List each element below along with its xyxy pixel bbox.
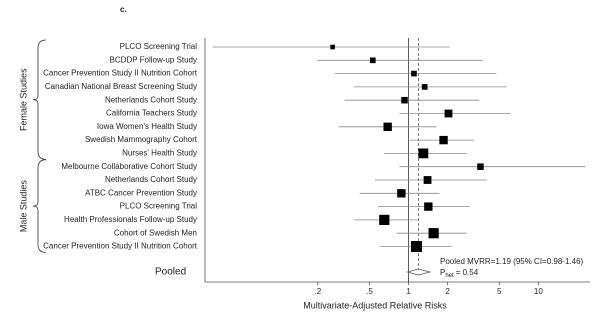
heterogeneity-part: P (440, 268, 445, 277)
point-estimate (379, 214, 390, 226)
x-tick-label: 2 (445, 287, 450, 296)
point-estimate (383, 122, 392, 131)
study-label: Melbourne Collaborative Cohort Study (61, 162, 197, 171)
study-label: Canadian National Breast Screening Study (45, 82, 197, 91)
point-estimate (423, 176, 432, 184)
point-estimate (401, 96, 408, 104)
group-bracket (32, 39, 47, 160)
study-label: Cancer Prevention Study II Nutrition Coh… (43, 242, 198, 251)
study-label: Nurses' Health Study (122, 149, 197, 158)
point-estimate (411, 70, 417, 77)
x-axis-title: Multivariate-Adjusted Relative Risks (303, 300, 447, 310)
study-label: Swedish Mammography Cohort (85, 135, 198, 144)
group-label: Male Studies (18, 180, 28, 233)
panel-label: c. (120, 5, 127, 14)
point-estimate (439, 135, 448, 145)
study-label: Health Professionals Follow-up Study (64, 215, 197, 224)
x-tick-label: 1 (406, 287, 411, 296)
heterogeneity: Phet = 0.54 (440, 268, 479, 278)
group-bracket (32, 159, 47, 253)
point-estimate (477, 163, 484, 170)
pooled-diamond (405, 268, 432, 276)
study-label: BCDDP Follow-up Study (110, 55, 197, 64)
point-estimate (410, 240, 422, 253)
point-estimate (421, 84, 428, 90)
study-label: California Teachers Study (106, 109, 197, 118)
x-tick-label: 5 (497, 287, 502, 296)
point-estimate (444, 109, 453, 118)
x-tick-label: .2 (315, 287, 322, 296)
point-estimate (397, 189, 406, 198)
heterogeneity-part: = 0.54 (456, 268, 479, 277)
study-label: Netherlands Cohort Study (105, 95, 197, 104)
x-tick-label: .5 (366, 287, 373, 296)
x-tick-label: 10 (534, 287, 543, 296)
point-estimate (428, 228, 439, 239)
point-estimate (418, 148, 429, 159)
heterogeneity-part: het (445, 273, 454, 279)
study-label: Netherlands Cohort Study (105, 175, 197, 184)
point-estimate (330, 44, 335, 50)
study-label: PLCO Screening Trial (120, 202, 198, 211)
point-estimate (424, 202, 433, 211)
point-estimate (369, 57, 376, 64)
pooled-label: Pooled (155, 267, 186, 278)
study-label: PLCO Screening Trial (120, 42, 198, 51)
study-label: Iowa Women's Health Study (97, 122, 197, 131)
study-label: Cancer Prevention Study II Nutrition Coh… (43, 69, 198, 78)
study-label: Cohort of Swedish Men (114, 228, 197, 237)
study-label: ATBC Cancer Prevention Study (85, 188, 197, 197)
pooled-summary: Pooled MVRR=1.19 (95% CI=0.98-1.46) (440, 257, 584, 266)
group-label: Female Studies (18, 68, 28, 131)
